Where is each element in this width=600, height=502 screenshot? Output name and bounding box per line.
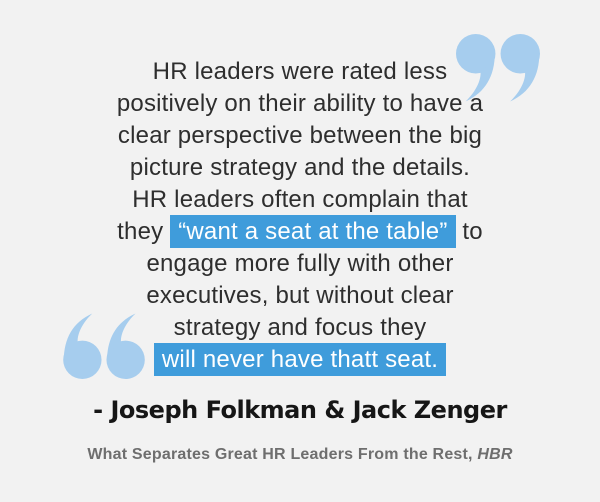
quote-line: they “want a seat at the table” to: [68, 215, 532, 248]
quote-segment: executives, but without clear: [146, 282, 454, 309]
quote-line: HR leaders were rated less: [68, 56, 532, 88]
quote-segment: strategy and focus they: [173, 314, 427, 341]
quote-segment: positively on their ability to have a: [116, 90, 484, 117]
quote-line: picture strategy and the details.: [68, 152, 532, 184]
quote-text: HR leaders were rated less positively on …: [0, 56, 600, 376]
source-line: What Separates Great HR Leaders From the…: [0, 446, 600, 464]
source-title: What Separates Great HR Leaders From the…: [87, 446, 478, 463]
quote-line: positively on their ability to have a: [68, 88, 532, 120]
attribution: - Joseph Folkman & Jack Zenger: [93, 396, 507, 424]
quote-segment: to: [455, 218, 483, 245]
quote-segment: picture strategy and the details.: [129, 154, 471, 181]
source-publication: HBR: [477, 446, 513, 463]
quote-segment: they: [117, 218, 171, 245]
quote-segment: clear perspective between the big: [117, 122, 483, 149]
quote-line: HR leaders often complain that: [68, 184, 532, 216]
quote-segment: HR leaders were rated less: [152, 58, 448, 85]
highlighted-text: will never have thatt seat.: [153, 343, 447, 376]
quote-segment: HR leaders often complain that: [132, 186, 468, 213]
quote-line: executives, but without clear: [68, 280, 532, 312]
quote-line: clear perspective between the big: [68, 120, 532, 152]
highlighted-text: “want a seat at the table”: [170, 215, 456, 248]
quote-line: engage more fully with other: [68, 248, 532, 280]
quote-line: strategy and focus they: [68, 312, 532, 344]
quote-line: will never have thatt seat.: [68, 343, 532, 376]
quote-segment: engage more fully with other: [146, 250, 454, 277]
